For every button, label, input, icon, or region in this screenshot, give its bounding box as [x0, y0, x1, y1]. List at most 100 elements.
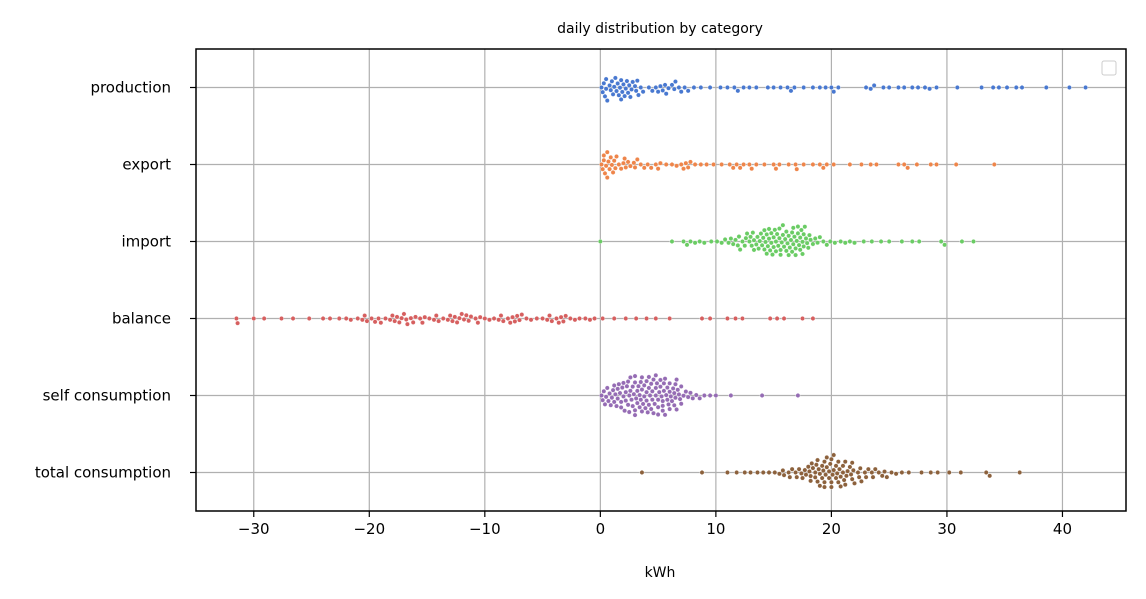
data-point: [628, 375, 633, 380]
data-point: [786, 162, 792, 167]
data-point: [922, 85, 928, 90]
data-point: [653, 372, 659, 378]
data-point: [859, 162, 864, 167]
data-point: [781, 244, 787, 250]
data-point: [830, 472, 835, 478]
data-point: [644, 316, 649, 321]
data-point: [617, 390, 623, 396]
data-point: [1043, 85, 1049, 90]
data-point: [817, 471, 823, 477]
data-point: [771, 162, 777, 167]
data-point: [759, 393, 765, 398]
data-point: [803, 472, 809, 478]
y-tick-label: production: [90, 79, 171, 97]
data-point: [863, 474, 869, 480]
data-point: [835, 459, 841, 465]
data-point: [753, 242, 759, 247]
data-point: [755, 234, 760, 240]
data-point: [765, 85, 771, 90]
data-point: [814, 462, 819, 468]
data-point: [835, 479, 841, 485]
data-point: [697, 239, 703, 244]
data-point: [436, 318, 441, 324]
data-point: [655, 89, 661, 95]
data-point: [632, 380, 638, 385]
data-point: [623, 398, 629, 403]
data-point: [634, 400, 640, 406]
data-point: [621, 394, 626, 399]
data-point: [663, 162, 669, 167]
data-point: [505, 316, 511, 321]
data-point: [632, 373, 638, 379]
data-point: [928, 162, 934, 167]
data-point: [840, 463, 846, 469]
data-point: [602, 170, 608, 176]
data-point: [831, 89, 837, 95]
data-point: [771, 234, 777, 240]
data-point: [958, 470, 964, 475]
data-point: [592, 316, 597, 321]
data-point: [801, 85, 807, 90]
data-point: [618, 166, 624, 172]
data-point: [378, 320, 384, 326]
data-point: [669, 82, 675, 88]
data-point: [815, 240, 820, 246]
data-point: [826, 475, 832, 481]
chart-title: daily distribution by category: [557, 21, 763, 37]
data-point: [771, 244, 777, 250]
data-point: [648, 381, 654, 387]
data-point: [646, 374, 652, 380]
data-point: [663, 392, 669, 398]
data-point: [618, 405, 624, 410]
data-point: [919, 470, 924, 475]
y-tick-label: self consumption: [43, 387, 171, 405]
data-point: [452, 314, 458, 320]
data-point: [870, 474, 876, 480]
data-point: [633, 316, 639, 321]
data-point: [651, 410, 656, 416]
data-point: [660, 398, 666, 404]
data-point: [794, 166, 800, 172]
data-point: [678, 89, 684, 95]
data-point: [699, 316, 705, 321]
data-point: [773, 248, 779, 254]
data-point: [599, 393, 604, 398]
data-point: [771, 85, 777, 90]
x-axis: −30 −20 −10 0 10 20 30 40: [238, 511, 1072, 538]
data-point: [790, 241, 796, 247]
data-point: [688, 239, 693, 244]
data-point: [422, 314, 428, 320]
data-point: [760, 235, 766, 241]
data-point: [763, 239, 768, 245]
data-point: [848, 472, 854, 477]
data-point: [815, 479, 820, 484]
data-point: [645, 162, 651, 167]
data-point: [667, 316, 673, 321]
data-point: [549, 318, 555, 324]
data-point: [971, 239, 976, 244]
data-point: [881, 85, 886, 90]
data-point: [767, 248, 773, 253]
data-point: [661, 388, 667, 394]
data-point: [652, 401, 658, 407]
data-point: [953, 162, 959, 167]
data-point: [618, 97, 624, 102]
data-point: [641, 383, 647, 388]
data-point: [928, 470, 934, 475]
data-point: [507, 320, 513, 326]
data-point: [899, 470, 905, 475]
data-point: [392, 318, 398, 324]
data-point: [889, 470, 894, 475]
data-point: [336, 316, 342, 321]
data-point: [413, 314, 418, 320]
data-point: [682, 85, 688, 90]
y-tick-label: import: [121, 233, 171, 251]
data-point: [466, 318, 472, 324]
data-point: [603, 86, 609, 92]
data-point: [641, 394, 647, 399]
data-point: [760, 470, 766, 475]
data-point: [728, 236, 734, 241]
data-point: [676, 392, 682, 397]
data-point: [804, 240, 810, 246]
data-point: [733, 316, 738, 321]
